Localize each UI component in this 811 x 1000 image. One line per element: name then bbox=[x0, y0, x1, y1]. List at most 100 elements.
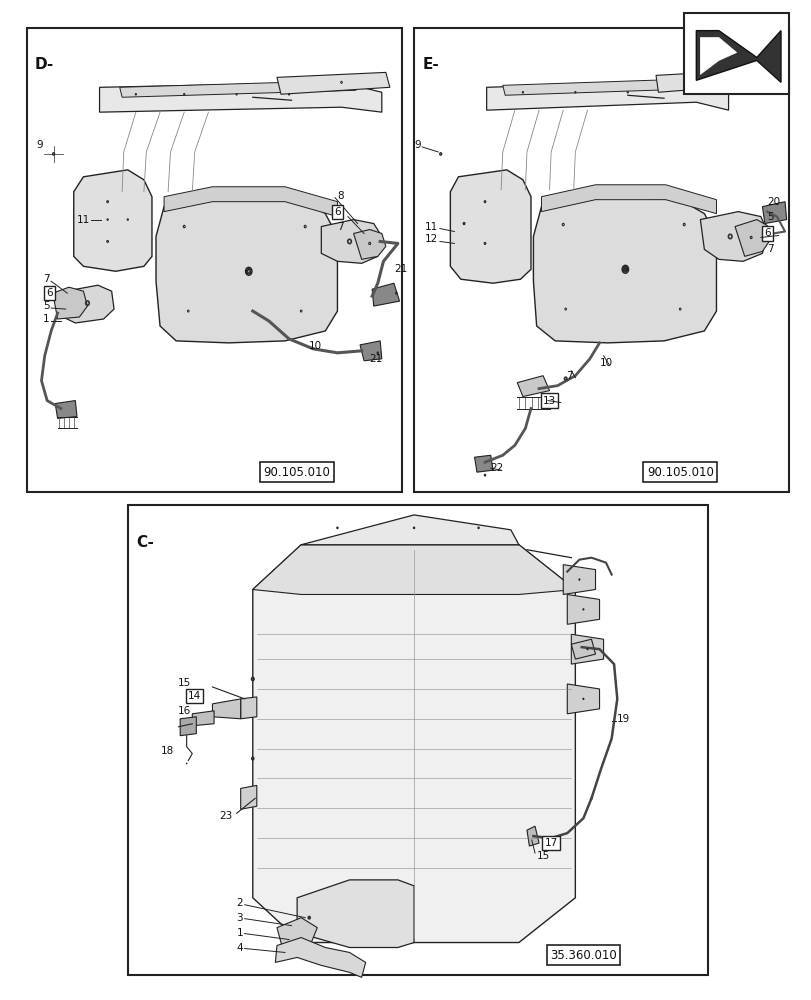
Text: 6: 6 bbox=[763, 228, 770, 238]
Polygon shape bbox=[541, 185, 715, 214]
Text: 3: 3 bbox=[236, 913, 242, 923]
Ellipse shape bbox=[413, 527, 414, 529]
Polygon shape bbox=[700, 212, 766, 261]
Ellipse shape bbox=[463, 223, 465, 225]
Polygon shape bbox=[696, 31, 780, 82]
Ellipse shape bbox=[245, 267, 251, 275]
Text: 5: 5 bbox=[43, 301, 49, 311]
Polygon shape bbox=[212, 699, 240, 719]
Polygon shape bbox=[526, 826, 539, 846]
Ellipse shape bbox=[341, 81, 342, 83]
Polygon shape bbox=[762, 202, 786, 224]
Ellipse shape bbox=[135, 93, 136, 95]
Ellipse shape bbox=[376, 352, 378, 354]
Ellipse shape bbox=[107, 240, 109, 242]
Text: 22: 22 bbox=[490, 463, 504, 473]
Text: 35.360.010: 35.360.010 bbox=[549, 949, 616, 962]
Polygon shape bbox=[655, 70, 746, 92]
Polygon shape bbox=[127, 505, 707, 975]
Ellipse shape bbox=[107, 219, 108, 220]
Text: 7: 7 bbox=[766, 244, 773, 254]
Polygon shape bbox=[164, 187, 337, 217]
Text: 14: 14 bbox=[188, 691, 201, 701]
Polygon shape bbox=[571, 634, 603, 664]
Text: 21: 21 bbox=[393, 264, 406, 274]
Ellipse shape bbox=[251, 758, 253, 759]
Polygon shape bbox=[180, 717, 196, 736]
Text: 90.105.010: 90.105.010 bbox=[264, 466, 330, 479]
Text: 4: 4 bbox=[236, 943, 242, 953]
Text: 19: 19 bbox=[616, 714, 630, 724]
Ellipse shape bbox=[483, 474, 485, 476]
Text: 20: 20 bbox=[766, 197, 779, 207]
Text: 12: 12 bbox=[424, 234, 438, 244]
Text: 15: 15 bbox=[178, 678, 191, 688]
Polygon shape bbox=[359, 341, 381, 361]
Text: 10: 10 bbox=[309, 341, 322, 351]
Polygon shape bbox=[277, 72, 389, 94]
Ellipse shape bbox=[395, 292, 397, 294]
Text: 1: 1 bbox=[43, 314, 49, 324]
Polygon shape bbox=[53, 287, 88, 319]
Ellipse shape bbox=[521, 91, 523, 93]
Polygon shape bbox=[567, 594, 599, 624]
Ellipse shape bbox=[483, 242, 485, 244]
Ellipse shape bbox=[183, 93, 185, 95]
Text: 1: 1 bbox=[236, 928, 242, 938]
Ellipse shape bbox=[749, 236, 751, 239]
Text: D-: D- bbox=[35, 57, 54, 72]
Text: 6: 6 bbox=[334, 207, 341, 217]
Text: 15: 15 bbox=[536, 851, 549, 861]
Text: C-: C- bbox=[135, 535, 153, 550]
Text: 10: 10 bbox=[599, 358, 612, 368]
Polygon shape bbox=[700, 38, 736, 74]
Polygon shape bbox=[252, 545, 575, 594]
Ellipse shape bbox=[626, 91, 628, 93]
Text: 13: 13 bbox=[543, 396, 556, 406]
Ellipse shape bbox=[682, 223, 684, 226]
Text: 21: 21 bbox=[369, 354, 383, 364]
Polygon shape bbox=[517, 376, 549, 397]
Ellipse shape bbox=[623, 267, 626, 271]
Text: 8: 8 bbox=[337, 191, 344, 201]
Polygon shape bbox=[252, 545, 575, 943]
Text: 16: 16 bbox=[178, 706, 191, 716]
Text: 7: 7 bbox=[337, 222, 344, 232]
Polygon shape bbox=[55, 401, 77, 418]
Polygon shape bbox=[156, 197, 337, 343]
Text: 18: 18 bbox=[161, 746, 174, 756]
Ellipse shape bbox=[300, 310, 302, 312]
Ellipse shape bbox=[251, 678, 253, 680]
Polygon shape bbox=[353, 230, 385, 259]
Polygon shape bbox=[533, 197, 715, 343]
Text: 23: 23 bbox=[219, 811, 232, 821]
Polygon shape bbox=[119, 80, 355, 97]
Polygon shape bbox=[567, 684, 599, 714]
Polygon shape bbox=[240, 697, 256, 719]
Ellipse shape bbox=[586, 648, 587, 650]
Ellipse shape bbox=[699, 80, 700, 82]
Ellipse shape bbox=[251, 677, 254, 681]
Ellipse shape bbox=[187, 310, 189, 312]
Ellipse shape bbox=[582, 609, 583, 610]
Ellipse shape bbox=[127, 219, 128, 220]
Polygon shape bbox=[277, 918, 317, 957]
Text: 5: 5 bbox=[766, 212, 773, 222]
Ellipse shape bbox=[622, 267, 627, 272]
Text: E-: E- bbox=[422, 57, 438, 72]
Text: 90.105.010: 90.105.010 bbox=[646, 466, 713, 479]
Polygon shape bbox=[297, 880, 414, 948]
Text: 17: 17 bbox=[544, 838, 557, 848]
Ellipse shape bbox=[440, 153, 441, 155]
Ellipse shape bbox=[288, 93, 290, 95]
Text: 2: 2 bbox=[236, 898, 242, 908]
Polygon shape bbox=[563, 565, 594, 594]
Ellipse shape bbox=[561, 223, 564, 226]
Polygon shape bbox=[275, 938, 365, 977]
Text: 7: 7 bbox=[43, 274, 49, 284]
Text: 9: 9 bbox=[36, 140, 43, 150]
Ellipse shape bbox=[368, 242, 370, 245]
Ellipse shape bbox=[53, 153, 54, 155]
Ellipse shape bbox=[236, 93, 237, 95]
Polygon shape bbox=[100, 82, 381, 112]
